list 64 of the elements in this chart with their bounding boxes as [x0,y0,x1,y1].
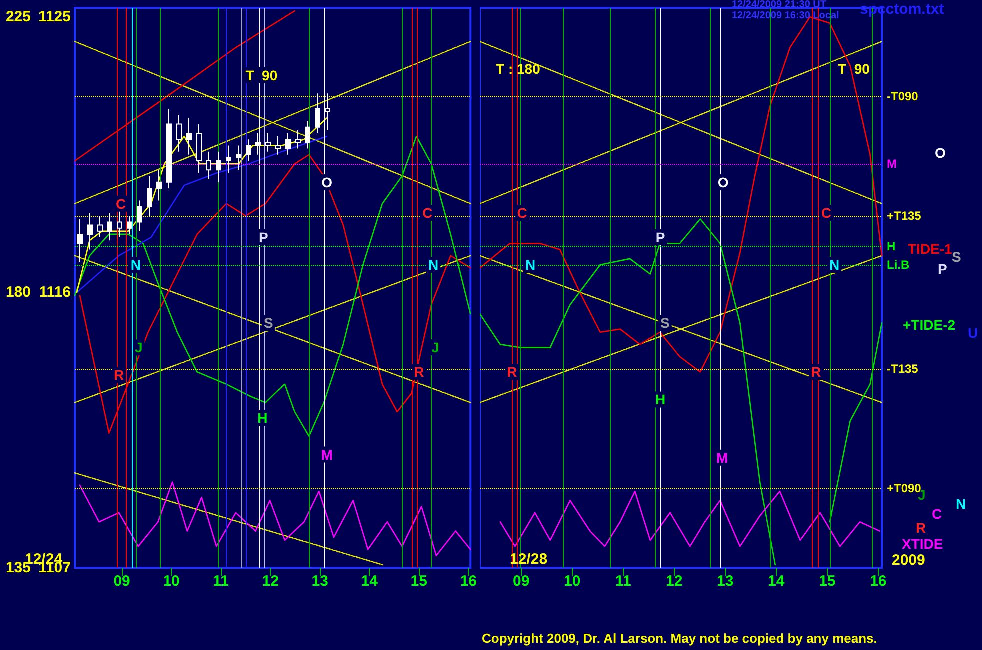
annotation: R [507,364,518,380]
annotation: O [718,174,729,190]
x-tick-label: 16 [870,573,887,590]
annotation: C [116,196,126,212]
annotation: M [716,450,728,466]
x-tick-label: 16 [460,573,477,590]
text: P [938,261,948,277]
x-tick-label: 09 [114,573,130,590]
annotation: S [660,315,670,332]
text: Copyright 2009, Dr. Al Larson. May not be copied by any means. [482,631,878,646]
ref-line-label: Li.B [887,258,910,272]
y2-tick-label: 225 [6,8,31,26]
annotation: N [130,257,141,274]
annotation: S [264,315,274,332]
annotation: N [525,257,536,274]
text: S [952,249,962,265]
y-tick-label: 1125 [38,8,71,26]
ref-line-label: -T135 [887,362,919,376]
ref-line-label: M [887,157,897,172]
annotation: H [656,392,666,408]
text: R [916,520,926,536]
text: U [968,325,978,341]
annotation: O [322,174,333,190]
x-tick-label: 14 [361,573,379,590]
ref-line-label: -T090 [887,90,919,104]
text: O [935,145,946,161]
text: +TIDE-2 [903,317,956,333]
annotation: M [321,446,333,463]
x-tick-label: 11 [213,573,230,590]
ref-line-label: H [887,240,896,254]
annotation: C [821,205,832,222]
text: XTIDE [902,536,944,552]
x-tick-label: 11 [615,573,632,590]
annotation: R [114,367,124,384]
annotation: H [258,410,268,426]
x-tick-label: 13 [312,573,328,590]
annotation: J [432,340,440,356]
annotation: T 90 [838,61,870,77]
x-tick-label: 15 [410,573,428,590]
annotation: P [258,230,268,246]
ref-line-label: +T135 [887,209,922,224]
x-tick-label: 10 [163,573,180,590]
y2-tick-label: 180 [6,284,31,302]
text: TIDE-1 [908,241,953,257]
annotation: P [656,230,666,246]
x-tick-label: 10 [564,573,581,590]
text: C [932,506,942,522]
x-tick-label: 13 [717,573,734,590]
annotation: N [428,257,439,274]
annotation: N [829,257,840,274]
y-tick-label: 1116 [39,284,71,302]
x-tick-label: 12 [262,573,279,590]
x-tick-label: 12 [666,573,683,590]
annotation: J [134,340,143,356]
annotation: C [517,205,528,222]
x-tick-label: 14 [768,573,786,590]
annotation: C [422,205,433,222]
text: 2009 [892,552,926,569]
annotation: R [811,364,822,380]
x-tick-label: 15 [819,573,836,590]
x-tick-label: 09 [512,573,530,590]
text: N [956,496,966,512]
annotation: T 90 [246,67,278,84]
annotation: R [414,364,424,380]
